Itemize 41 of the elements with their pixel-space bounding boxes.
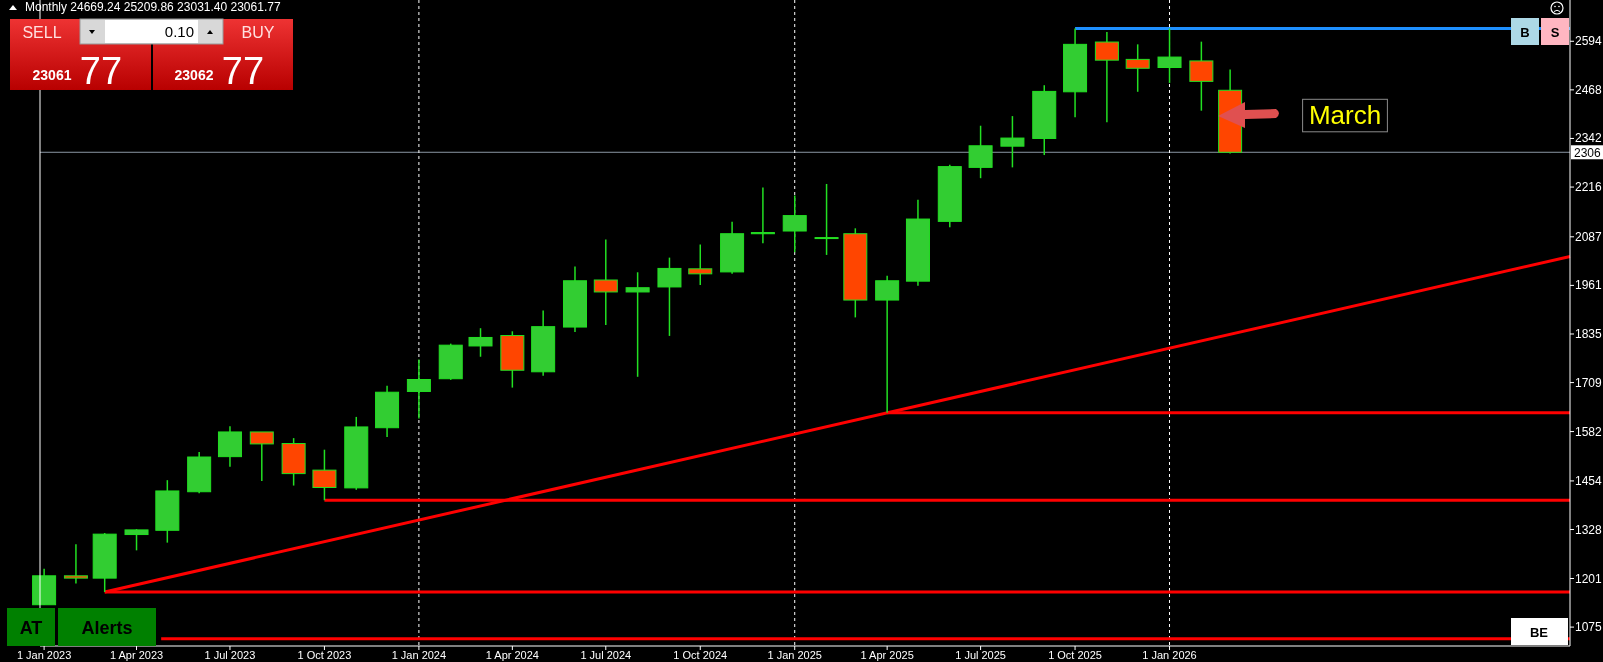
x-tick-label: 1 Jul 2023 xyxy=(204,649,256,661)
annotation: 23061 xyxy=(32,67,72,83)
x-tick-label: 1 Oct 2024 xyxy=(673,649,728,661)
y-tick-label: 1582 xyxy=(1575,424,1603,439)
annotation: S xyxy=(1550,25,1560,40)
annotation: March xyxy=(1308,100,1382,130)
y-tick-label: 2594 xyxy=(1575,34,1603,49)
y-tick-label: 1328 xyxy=(1575,522,1603,537)
annotation: SELL xyxy=(22,24,62,41)
y-tick-label: 2087 xyxy=(1575,229,1603,244)
annotation: 77 xyxy=(79,50,123,92)
x-tick-label: 1 Jan 2025 xyxy=(767,649,822,661)
y-tick-label: 1454 xyxy=(1575,473,1603,488)
x-tick-label: 1 Apr 2024 xyxy=(485,649,539,661)
y-tick-label: 1201 xyxy=(1575,571,1603,586)
x-tick-label: 1 Jan 2024 xyxy=(391,649,447,661)
annotation: B xyxy=(1520,25,1530,40)
x-tick-label: 1 Oct 2023 xyxy=(297,649,352,661)
y-tick-label: 2468 xyxy=(1575,82,1603,97)
y-tick-label: 1709 xyxy=(1575,375,1603,390)
chart-title: Monthly 24669.24 25209.86 23031.40 23061.77 xyxy=(25,0,281,14)
x-tick-label: 1 Jan 2023 xyxy=(16,649,72,661)
annotation: 23062 xyxy=(174,67,214,83)
annotation: AT xyxy=(19,618,43,638)
x-tick-label: 1 Apr 2023 xyxy=(109,649,164,661)
ref-line-label: 2306 xyxy=(1574,145,1602,160)
annotation: BE xyxy=(1529,625,1549,640)
annotation: Alerts xyxy=(81,618,133,638)
y-tick-label: 2216 xyxy=(1575,180,1603,195)
y-tick-label: 1961 xyxy=(1575,278,1603,293)
x-tick-label: 1 Jan 2026 xyxy=(1142,649,1197,661)
y-tick-label: 1075 xyxy=(1575,620,1603,635)
x-tick-label: 1 Jul 2025 xyxy=(955,649,1006,661)
x-tick-label: 1 Oct 2025 xyxy=(1048,649,1102,661)
annotation: BUY xyxy=(241,24,275,41)
y-tick-label: 2342 xyxy=(1575,131,1603,146)
x-tick-label: 1 Apr 2025 xyxy=(860,649,914,661)
x-tick-label: 1 Jul 2024 xyxy=(580,649,632,661)
annotation: 0.10 xyxy=(164,23,194,40)
y-tick-label: 1835 xyxy=(1575,326,1603,341)
annotation: 77 xyxy=(221,50,265,92)
